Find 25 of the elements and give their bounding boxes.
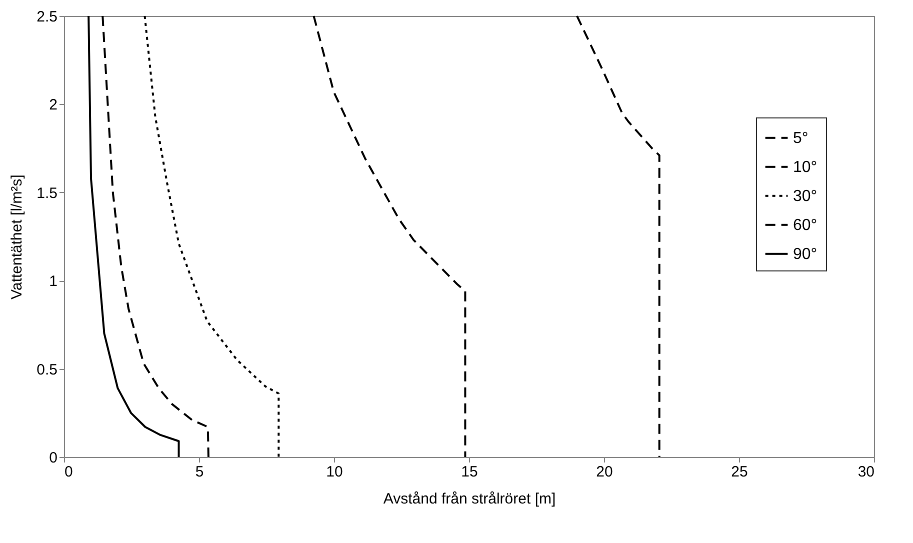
x-tick-label: 5: [195, 464, 204, 480]
line-series: [88, 15, 180, 458]
y-tick-label: 2.5: [36, 8, 58, 26]
x-tick-label: 0: [64, 464, 73, 480]
legend-label: 30°: [793, 188, 818, 205]
x-tick-label: 15: [461, 464, 478, 480]
line-series: [576, 15, 660, 458]
legend-label: 60°: [793, 216, 818, 234]
line-series: [102, 15, 210, 458]
x-tick-label: 30: [858, 464, 874, 480]
x-tick-label: 25: [731, 464, 748, 480]
y-axis-title: Vattentäthet [l/m²s]: [8, 174, 26, 300]
legend-label: 90°: [793, 246, 818, 263]
legend-label: 10°: [793, 158, 818, 176]
line-series: [312, 15, 466, 458]
legend-label: 5°: [793, 130, 808, 147]
y-tick-label: 1: [49, 273, 58, 290]
x-tick-label: 10: [326, 464, 343, 480]
y-tick-label: 0.5: [36, 361, 58, 378]
y-tick-label: 2: [49, 96, 58, 114]
x-tick-label: 20: [596, 464, 613, 480]
y-tick-label: 0: [49, 450, 58, 466]
line-series: [144, 15, 280, 458]
x-axis-title: Avstånd från strålröret [m]: [383, 490, 556, 508]
y-tick-label: 1.5: [36, 184, 58, 202]
